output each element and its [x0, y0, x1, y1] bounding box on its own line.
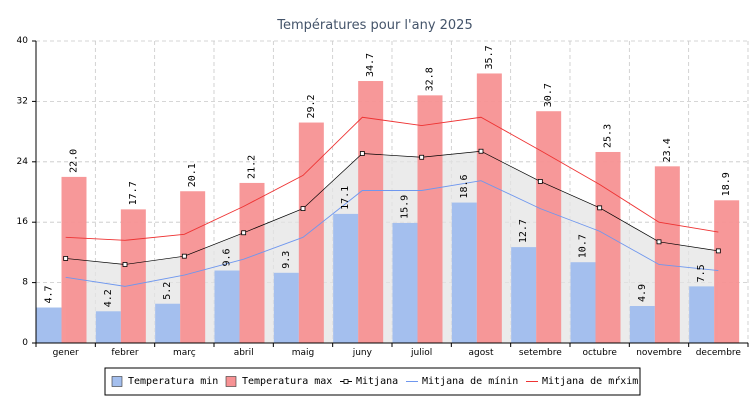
- bar-min-agost: [451, 202, 477, 343]
- label-max-juny: 34.7: [365, 53, 376, 77]
- bar-min-febrer: [95, 311, 121, 343]
- label-min-juny: 17.1: [340, 186, 351, 210]
- mean-marker: [241, 230, 247, 236]
- mean-marker: [419, 154, 425, 160]
- label-max-novembre: 23.4: [662, 138, 673, 162]
- bar-min-abril: [214, 270, 240, 343]
- legend-label-3: Mitjana de mínin: [422, 375, 518, 387]
- legend: Temperatura min Temperatura max Mitjana Mit…: [104, 367, 641, 396]
- bar-min-setembre: [511, 247, 537, 343]
- bar-min-maig: [273, 272, 299, 343]
- label-min-decembre: 7.5: [696, 264, 707, 282]
- line-min-avg: [65, 180, 719, 287]
- label-min-agost: 18.6: [459, 174, 470, 198]
- label-min-novembre: 4.9: [637, 284, 648, 302]
- y-tick-label: 24: [17, 157, 29, 167]
- bar-max-decembre: [714, 200, 740, 343]
- label-max-febrer: 17.7: [128, 181, 139, 205]
- x-tick-label-octubre: octubre: [582, 348, 617, 358]
- axes: 0 8 16 24 32 40 gener febrer març abril maig juny ju…: [17, 36, 749, 358]
- bar-min-juliol: [392, 222, 418, 343]
- bar-max-maig: [298, 122, 324, 343]
- line-mean: [65, 150, 719, 265]
- mean-marker: [63, 256, 69, 261]
- label-max-octubre: 25.3: [603, 124, 614, 148]
- mean-marker: [300, 206, 306, 212]
- label-max-gener: 22.0: [69, 149, 80, 173]
- bar-max-octubre: [595, 151, 621, 343]
- label-min-abril: 9.6: [222, 248, 233, 266]
- bar-max-febrer: [120, 209, 146, 343]
- label-min-juliol: 15.9: [400, 195, 411, 219]
- legend-marker-2: [343, 379, 349, 384]
- label-min-maig: 9.3: [281, 251, 292, 269]
- label-min-febrer: 4.2: [103, 289, 114, 307]
- bar-min-juny: [333, 213, 359, 343]
- legend-label-2: Mitjana: [356, 376, 398, 387]
- bar-max-abril: [239, 182, 265, 343]
- legend-swatch-1: [225, 376, 237, 387]
- x-tick-label-març: març: [173, 348, 196, 358]
- label-max-agost: 35.7: [484, 45, 495, 69]
- bar-max-març: [180, 191, 206, 343]
- lines: [63, 116, 721, 287]
- x-tick-label-setembre: setembre: [519, 348, 562, 358]
- mean-marker: [359, 151, 365, 156]
- bars: [36, 73, 740, 343]
- bar-max-setembre: [536, 111, 562, 343]
- chart-title: Températures pour l'any 2025: [276, 18, 472, 33]
- label-min-setembre: 12.7: [518, 219, 529, 243]
- line-max-avg: [65, 116, 719, 241]
- y-tick-label: 8: [22, 278, 28, 288]
- y-tick-label: 0: [22, 338, 28, 348]
- y-tick-label: 16: [17, 217, 29, 227]
- mean-marker: [181, 253, 187, 259]
- bar-min-decembre: [689, 286, 715, 343]
- x-tick-label-agost: agost: [469, 348, 494, 358]
- label-max-maig: 29.2: [306, 94, 317, 118]
- label-min-març: 5.2: [162, 282, 173, 300]
- mean-marker: [478, 148, 484, 154]
- bar-min-gener: [36, 307, 62, 343]
- label-max-abril: 21.2: [247, 155, 258, 179]
- legend-label-0: Temperatura min: [128, 376, 218, 387]
- legend-label-4: Mitjana de mŕxim: [542, 375, 638, 387]
- x-tick-label-juliol: juliol: [410, 348, 432, 358]
- legend-label-1: Temperatura max: [242, 376, 332, 387]
- legend-swatch-0: [111, 376, 123, 387]
- mean-marker: [656, 239, 662, 245]
- x-tick-label-decembre: decembre: [696, 348, 742, 358]
- bar-max-agost: [476, 73, 502, 343]
- mean-marker: [597, 205, 603, 211]
- x-tick-label-febrer: febrer: [111, 348, 138, 358]
- x-tick-label-juny: juny: [352, 348, 373, 358]
- x-tick-label-abril: abril: [234, 348, 254, 358]
- bar-max-juliol: [417, 95, 443, 343]
- x-tick-label-gener: gener: [53, 348, 79, 358]
- mean-marker: [537, 179, 543, 184]
- x-tick-label-maig: maig: [292, 348, 315, 358]
- legend-box: [104, 367, 641, 396]
- label-min-octubre: 10.7: [578, 234, 589, 258]
- bar-min-novembre: [629, 306, 655, 343]
- label-max-març: 20.1: [187, 163, 198, 187]
- label-max-decembre: 18.9: [721, 172, 732, 196]
- data-labels: 4.7 22.0 4.2 17.7 5.2 20.1 9.6 21.2 9.3 29.2 17.1 3…: [44, 45, 733, 307]
- label-max-setembre: 30.7: [543, 83, 554, 107]
- y-tick-label: 40: [17, 36, 29, 46]
- label-min-gener: 4.7: [44, 285, 55, 303]
- x-tick-label-novembre: novembre: [636, 348, 682, 358]
- mean-marker: [122, 262, 128, 267]
- bar-min-octubre: [570, 262, 596, 343]
- y-tick-label: 32: [17, 96, 28, 106]
- label-max-juliol: 32.8: [425, 67, 436, 91]
- bar-max-novembre: [654, 166, 680, 343]
- mean-marker: [715, 248, 721, 254]
- bar-max-juny: [358, 81, 384, 343]
- bar-min-març: [155, 303, 181, 343]
